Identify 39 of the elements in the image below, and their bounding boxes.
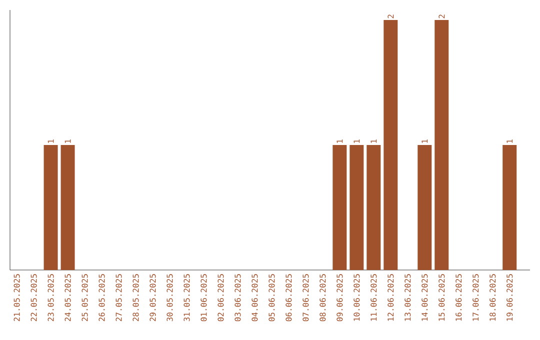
x-tick-label: 08.06.2025 — [320, 274, 326, 322]
x-tick-label: 05.06.2025 — [268, 274, 275, 322]
x-tick-label: 09.06.2025 — [336, 274, 343, 322]
x-tick-label: 15.06.2025 — [438, 274, 445, 321]
x-tick-label: 17.06.2025 — [472, 274, 479, 321]
x-tick-label: 13.06.2025 — [404, 274, 411, 321]
data-label: 2 — [388, 14, 394, 18]
x-tick-label: 27.05.2025 — [116, 274, 122, 322]
data-label: 2 — [438, 14, 445, 18]
x-tick-label: 07.06.2025 — [302, 274, 309, 322]
data-label: 1 — [506, 140, 513, 143]
x-tick-label: 21.05.2025 — [14, 274, 20, 322]
x-tick-label: 14.06.2025 — [422, 274, 428, 321]
x-tick-label: 26.05.2025 — [98, 274, 105, 322]
x-tick-label: 04.06.2025 — [252, 274, 258, 322]
x-tick-label: 18.06.2025 — [490, 274, 496, 321]
data-label: 1 — [336, 140, 343, 143]
x-tick-label: 25.05.2025 — [82, 274, 88, 322]
x-tick-label: 12.06.2025 — [388, 274, 394, 321]
x-tick-label: 22.05.2025 — [30, 274, 37, 322]
data-label: 1 — [370, 140, 377, 143]
x-tick-label: 30.05.2025 — [166, 274, 173, 322]
data-label: 1 — [422, 140, 428, 143]
x-tick-label: 11.06.2025 — [370, 274, 377, 321]
x-tick-label: 24.05.2025 — [64, 274, 71, 322]
x-tick-label: 10.06.2025 — [354, 274, 360, 321]
x-tick-label: 19.06.2025 — [506, 274, 513, 321]
x-tick-label: 16.06.2025 — [456, 274, 462, 321]
x-tick-label: 31.05.2025 — [184, 274, 190, 322]
x-tick-label: 23.05.2025 — [48, 274, 54, 322]
x-tick-label: 03.06.2025 — [234, 274, 241, 322]
data-label: 1 — [48, 140, 54, 143]
x-tick-label: 06.06.2025 — [286, 274, 292, 322]
x-tick-label: 28.05.2025 — [132, 274, 139, 322]
x-tick-label: 29.05.2025 — [150, 274, 156, 322]
data-label: 1 — [354, 140, 360, 143]
x-tick-label: 02.06.2025 — [218, 274, 224, 322]
x-tick-label: 01.06.2025 — [200, 274, 207, 322]
data-label: 1 — [64, 140, 71, 143]
